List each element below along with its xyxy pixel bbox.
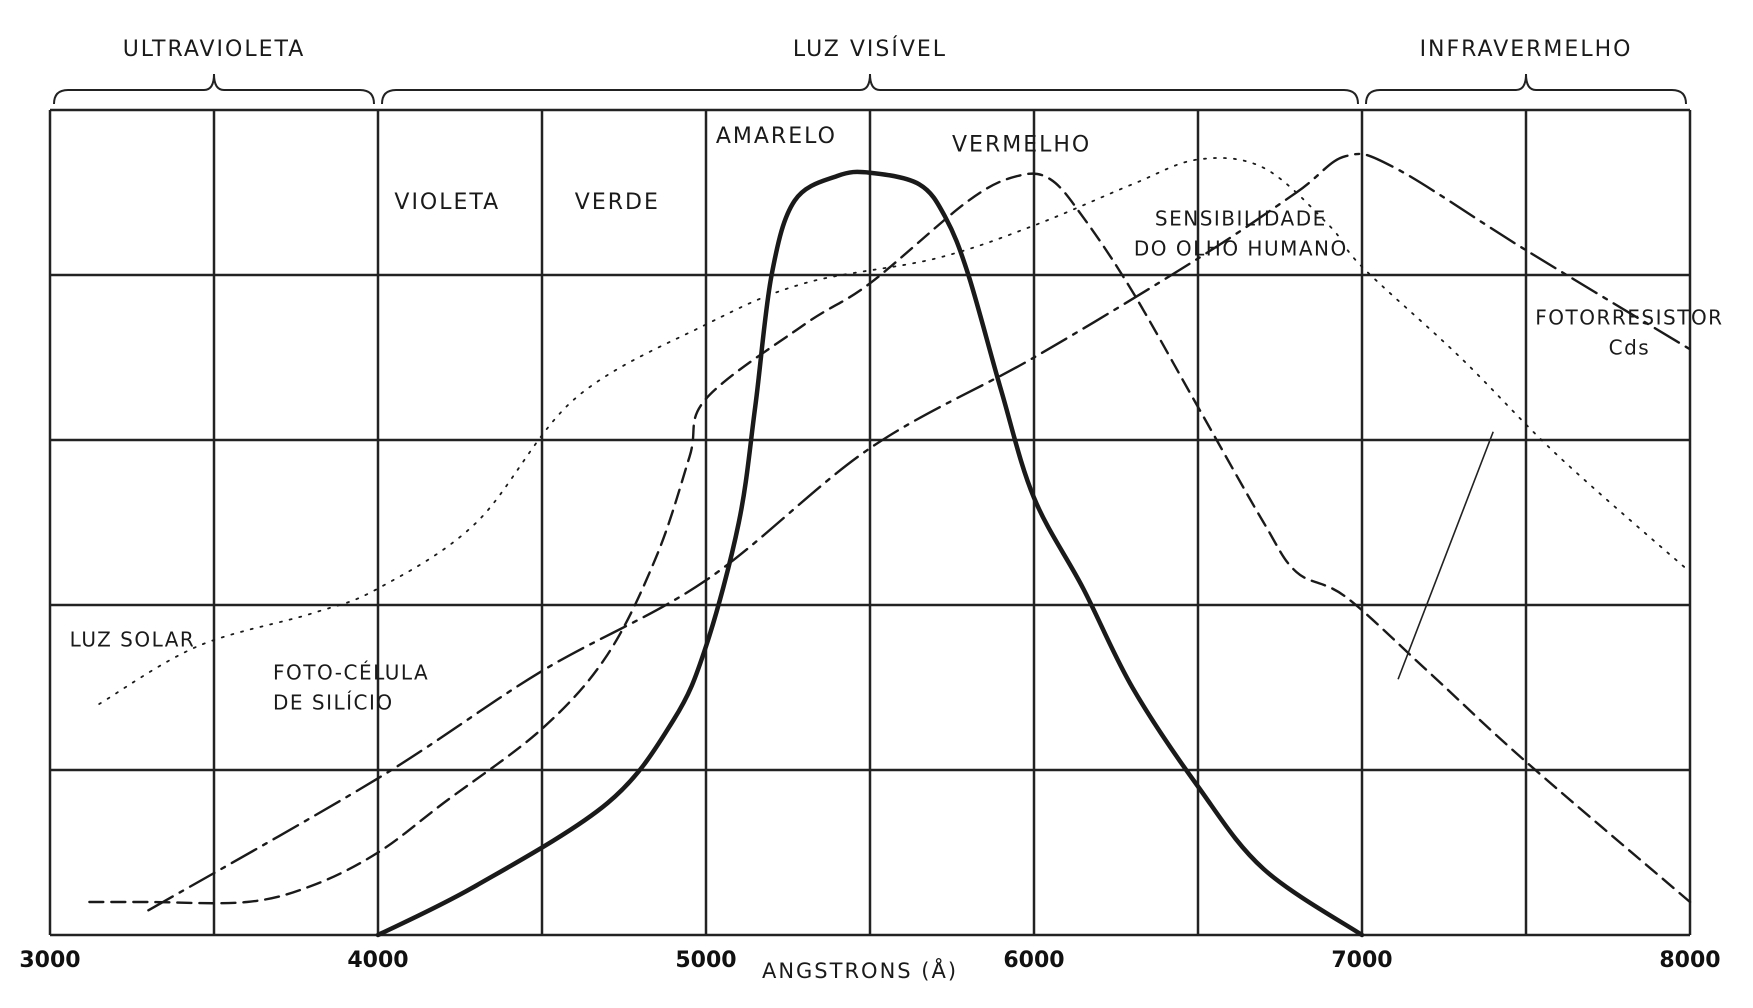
chart-annotations: LUZ SOLAR FOTO-CÉLULA DE SILÍCIO SENSIBILID… xyxy=(70,207,1723,715)
region-brace xyxy=(53,73,375,105)
x-tick-label: 7000 xyxy=(1331,948,1392,973)
x-tick-label: 5000 xyxy=(675,948,736,973)
x-tick-label: 8000 xyxy=(1659,948,1720,973)
annotation-label: LUZ SOLAR xyxy=(70,627,196,651)
annotation-label: SENSIBILIDADE DO OLHO HUMANO xyxy=(1134,207,1348,261)
x-axis-title: ANGSTRONS (Å) xyxy=(762,957,958,983)
color-band-label: VIOLETA xyxy=(394,190,500,215)
annotation-leader-line xyxy=(1397,431,1494,680)
series-line-olho xyxy=(375,169,1365,938)
x-tick-label: 3000 xyxy=(19,948,80,973)
annotation-label: FOTORRESISTOR Cds xyxy=(1535,306,1723,360)
series-line-fotocelula xyxy=(88,172,1692,905)
annotation-line: FOTORRESISTOR xyxy=(1535,306,1723,330)
x-tick-label: 6000 xyxy=(1003,948,1064,973)
annotation-line: DO OLHO HUMANO xyxy=(1134,237,1348,261)
annotation-line: DE SILÍCIO xyxy=(273,690,394,714)
region-brace xyxy=(1365,73,1687,105)
annotation-line: LUZ SOLAR xyxy=(70,627,196,651)
region-brace xyxy=(381,73,1359,105)
x-axis-ticks: 3000 4000 5000 6000 7000 8000 xyxy=(19,948,1720,973)
annotation-label: FOTO-CÉLULA DE SILÍCIO xyxy=(273,660,429,714)
region-label: ULTRAVIOLETA xyxy=(123,37,306,62)
color-band-label: VERMELHO xyxy=(952,132,1091,157)
region-label: LUZ VISÍVEL xyxy=(793,36,947,62)
region-braces: ULTRAVIOLETA LUZ VISÍVEL INFRAVERMELHO xyxy=(53,36,1687,105)
chart-series xyxy=(88,152,1692,938)
annotation-line: FOTO-CÉLULA xyxy=(273,660,429,684)
chart-grid xyxy=(48,108,1692,937)
annotation-line: Cds xyxy=(1609,336,1651,360)
series-line-luzsolar xyxy=(98,157,1691,705)
color-band-label: VERDE xyxy=(575,190,660,215)
color-band-labels: VIOLETA VERDE AMARELO VERMELHO xyxy=(394,124,1091,215)
region-label: INFRAVERMELHO xyxy=(1420,37,1633,62)
annotation-line: SENSIBILIDADE xyxy=(1155,207,1327,231)
series-line-fotorresistor xyxy=(147,152,1692,912)
color-band-label: AMARELO xyxy=(716,124,837,149)
x-tick-label: 4000 xyxy=(347,948,408,973)
